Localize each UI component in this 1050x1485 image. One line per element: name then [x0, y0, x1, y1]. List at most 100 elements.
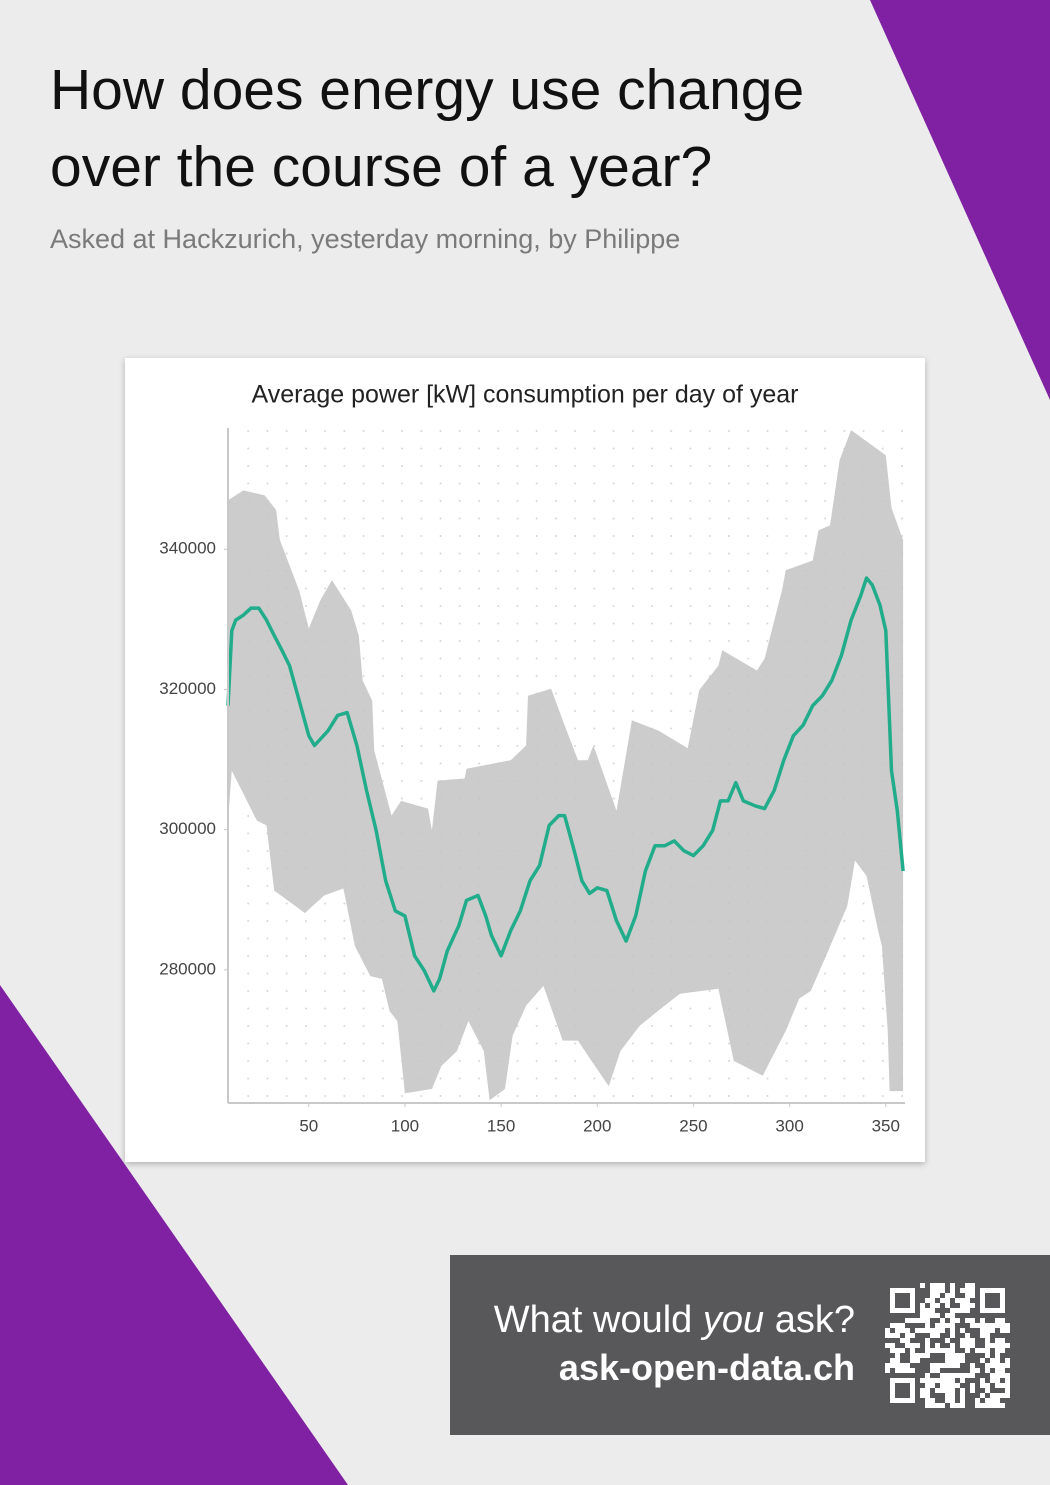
qr-module	[990, 1303, 995, 1308]
x-tick-label: 300	[775, 1116, 803, 1135]
prompt: What would you ask?	[494, 1299, 855, 1342]
qr-module	[930, 1358, 935, 1363]
site-url[interactable]: ask-open-data.ch	[558, 1347, 855, 1388]
qr-module	[905, 1303, 910, 1308]
prompt-emphasis: you	[702, 1299, 765, 1341]
footer-box: What would you ask? ask-open-data.ch	[450, 1255, 1050, 1435]
qr-module	[945, 1288, 950, 1293]
qr-module	[955, 1313, 960, 1318]
qr-module	[895, 1298, 900, 1303]
qr-module	[935, 1308, 940, 1313]
qr-module	[890, 1328, 895, 1333]
qr-module	[885, 1288, 890, 1293]
qr-module	[915, 1293, 920, 1298]
qr-module	[965, 1393, 970, 1398]
qr-module	[885, 1353, 890, 1358]
qr-module	[930, 1393, 935, 1398]
qr-module	[1005, 1308, 1010, 1313]
qr-module	[915, 1363, 920, 1368]
qr-module	[970, 1378, 975, 1383]
qr-module	[900, 1293, 905, 1298]
qr-module	[975, 1328, 980, 1333]
qr-module	[970, 1393, 975, 1398]
qr-module	[940, 1293, 945, 1298]
qr-module	[925, 1293, 930, 1298]
qr-module	[905, 1373, 910, 1378]
qr-module	[920, 1363, 925, 1368]
qr-module	[985, 1283, 990, 1288]
qr-module	[990, 1313, 995, 1318]
qr-module	[960, 1283, 965, 1288]
qr-module	[890, 1403, 895, 1408]
qr-module	[935, 1358, 940, 1363]
qr-module	[885, 1358, 890, 1363]
qr-module	[900, 1298, 905, 1303]
qr-module	[925, 1363, 930, 1368]
qr-module	[945, 1368, 950, 1373]
qr-module	[980, 1343, 985, 1348]
qr-module	[990, 1333, 995, 1338]
qr-module	[990, 1298, 995, 1303]
qr-module	[1005, 1348, 1010, 1353]
qr-module	[885, 1383, 890, 1388]
qr-module	[940, 1343, 945, 1348]
qr-module	[970, 1398, 975, 1403]
qr-module	[995, 1313, 1000, 1318]
qr-module	[1005, 1333, 1010, 1338]
qr-module	[895, 1293, 900, 1298]
qr-module	[970, 1358, 975, 1363]
qr-module	[965, 1353, 970, 1358]
qr-module	[910, 1313, 915, 1318]
qr-module	[915, 1383, 920, 1388]
qr-module	[985, 1313, 990, 1318]
qr-module	[915, 1313, 920, 1318]
qr-module	[905, 1283, 910, 1288]
qr-module	[915, 1338, 920, 1343]
qr-module	[940, 1313, 945, 1318]
qr-module	[975, 1338, 980, 1343]
qr-module	[895, 1373, 900, 1378]
prompt-text: ask?	[774, 1299, 855, 1341]
qr-module	[905, 1353, 910, 1358]
qr-module	[965, 1383, 970, 1388]
qr-module	[905, 1383, 910, 1388]
qr-module	[905, 1313, 910, 1318]
qr-module	[980, 1363, 985, 1368]
qr-module	[1005, 1283, 1010, 1288]
qr-module	[1005, 1318, 1010, 1323]
qr-module	[950, 1303, 955, 1308]
qr-module	[925, 1303, 930, 1308]
qr-module	[975, 1383, 980, 1388]
purple-triangle	[870, 0, 1050, 400]
qr-module	[970, 1353, 975, 1358]
qr-module	[920, 1338, 925, 1343]
qr-module	[1005, 1398, 1010, 1403]
qr-module	[975, 1298, 980, 1303]
qr-module	[900, 1343, 905, 1348]
qr-module	[990, 1368, 995, 1373]
qr-module	[965, 1403, 970, 1408]
qr-module	[910, 1363, 915, 1368]
qr-module	[915, 1393, 920, 1398]
qr-module	[1000, 1388, 1005, 1393]
qr-module	[1000, 1353, 1005, 1358]
qr-module	[920, 1358, 925, 1363]
qr-module	[915, 1333, 920, 1338]
qr-module	[890, 1283, 895, 1288]
qr-module	[955, 1348, 960, 1353]
qr-module	[1005, 1303, 1010, 1308]
qr-module	[965, 1313, 970, 1318]
qr-module	[925, 1288, 930, 1293]
qr-module	[915, 1398, 920, 1403]
qr-module	[900, 1358, 905, 1363]
qr-module	[970, 1308, 975, 1313]
y-tick-label: 320000	[159, 679, 216, 698]
qr-module	[905, 1293, 910, 1298]
qr-module	[1005, 1313, 1010, 1318]
qr-module	[920, 1398, 925, 1403]
qr-module	[930, 1323, 935, 1328]
title-line: How does energy use change	[50, 58, 805, 122]
qr-module	[955, 1398, 960, 1403]
x-tick-label: 200	[583, 1116, 611, 1135]
qr-module	[915, 1348, 920, 1353]
